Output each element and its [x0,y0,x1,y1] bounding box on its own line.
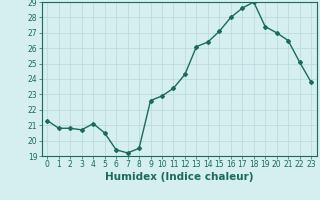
X-axis label: Humidex (Indice chaleur): Humidex (Indice chaleur) [105,172,253,182]
